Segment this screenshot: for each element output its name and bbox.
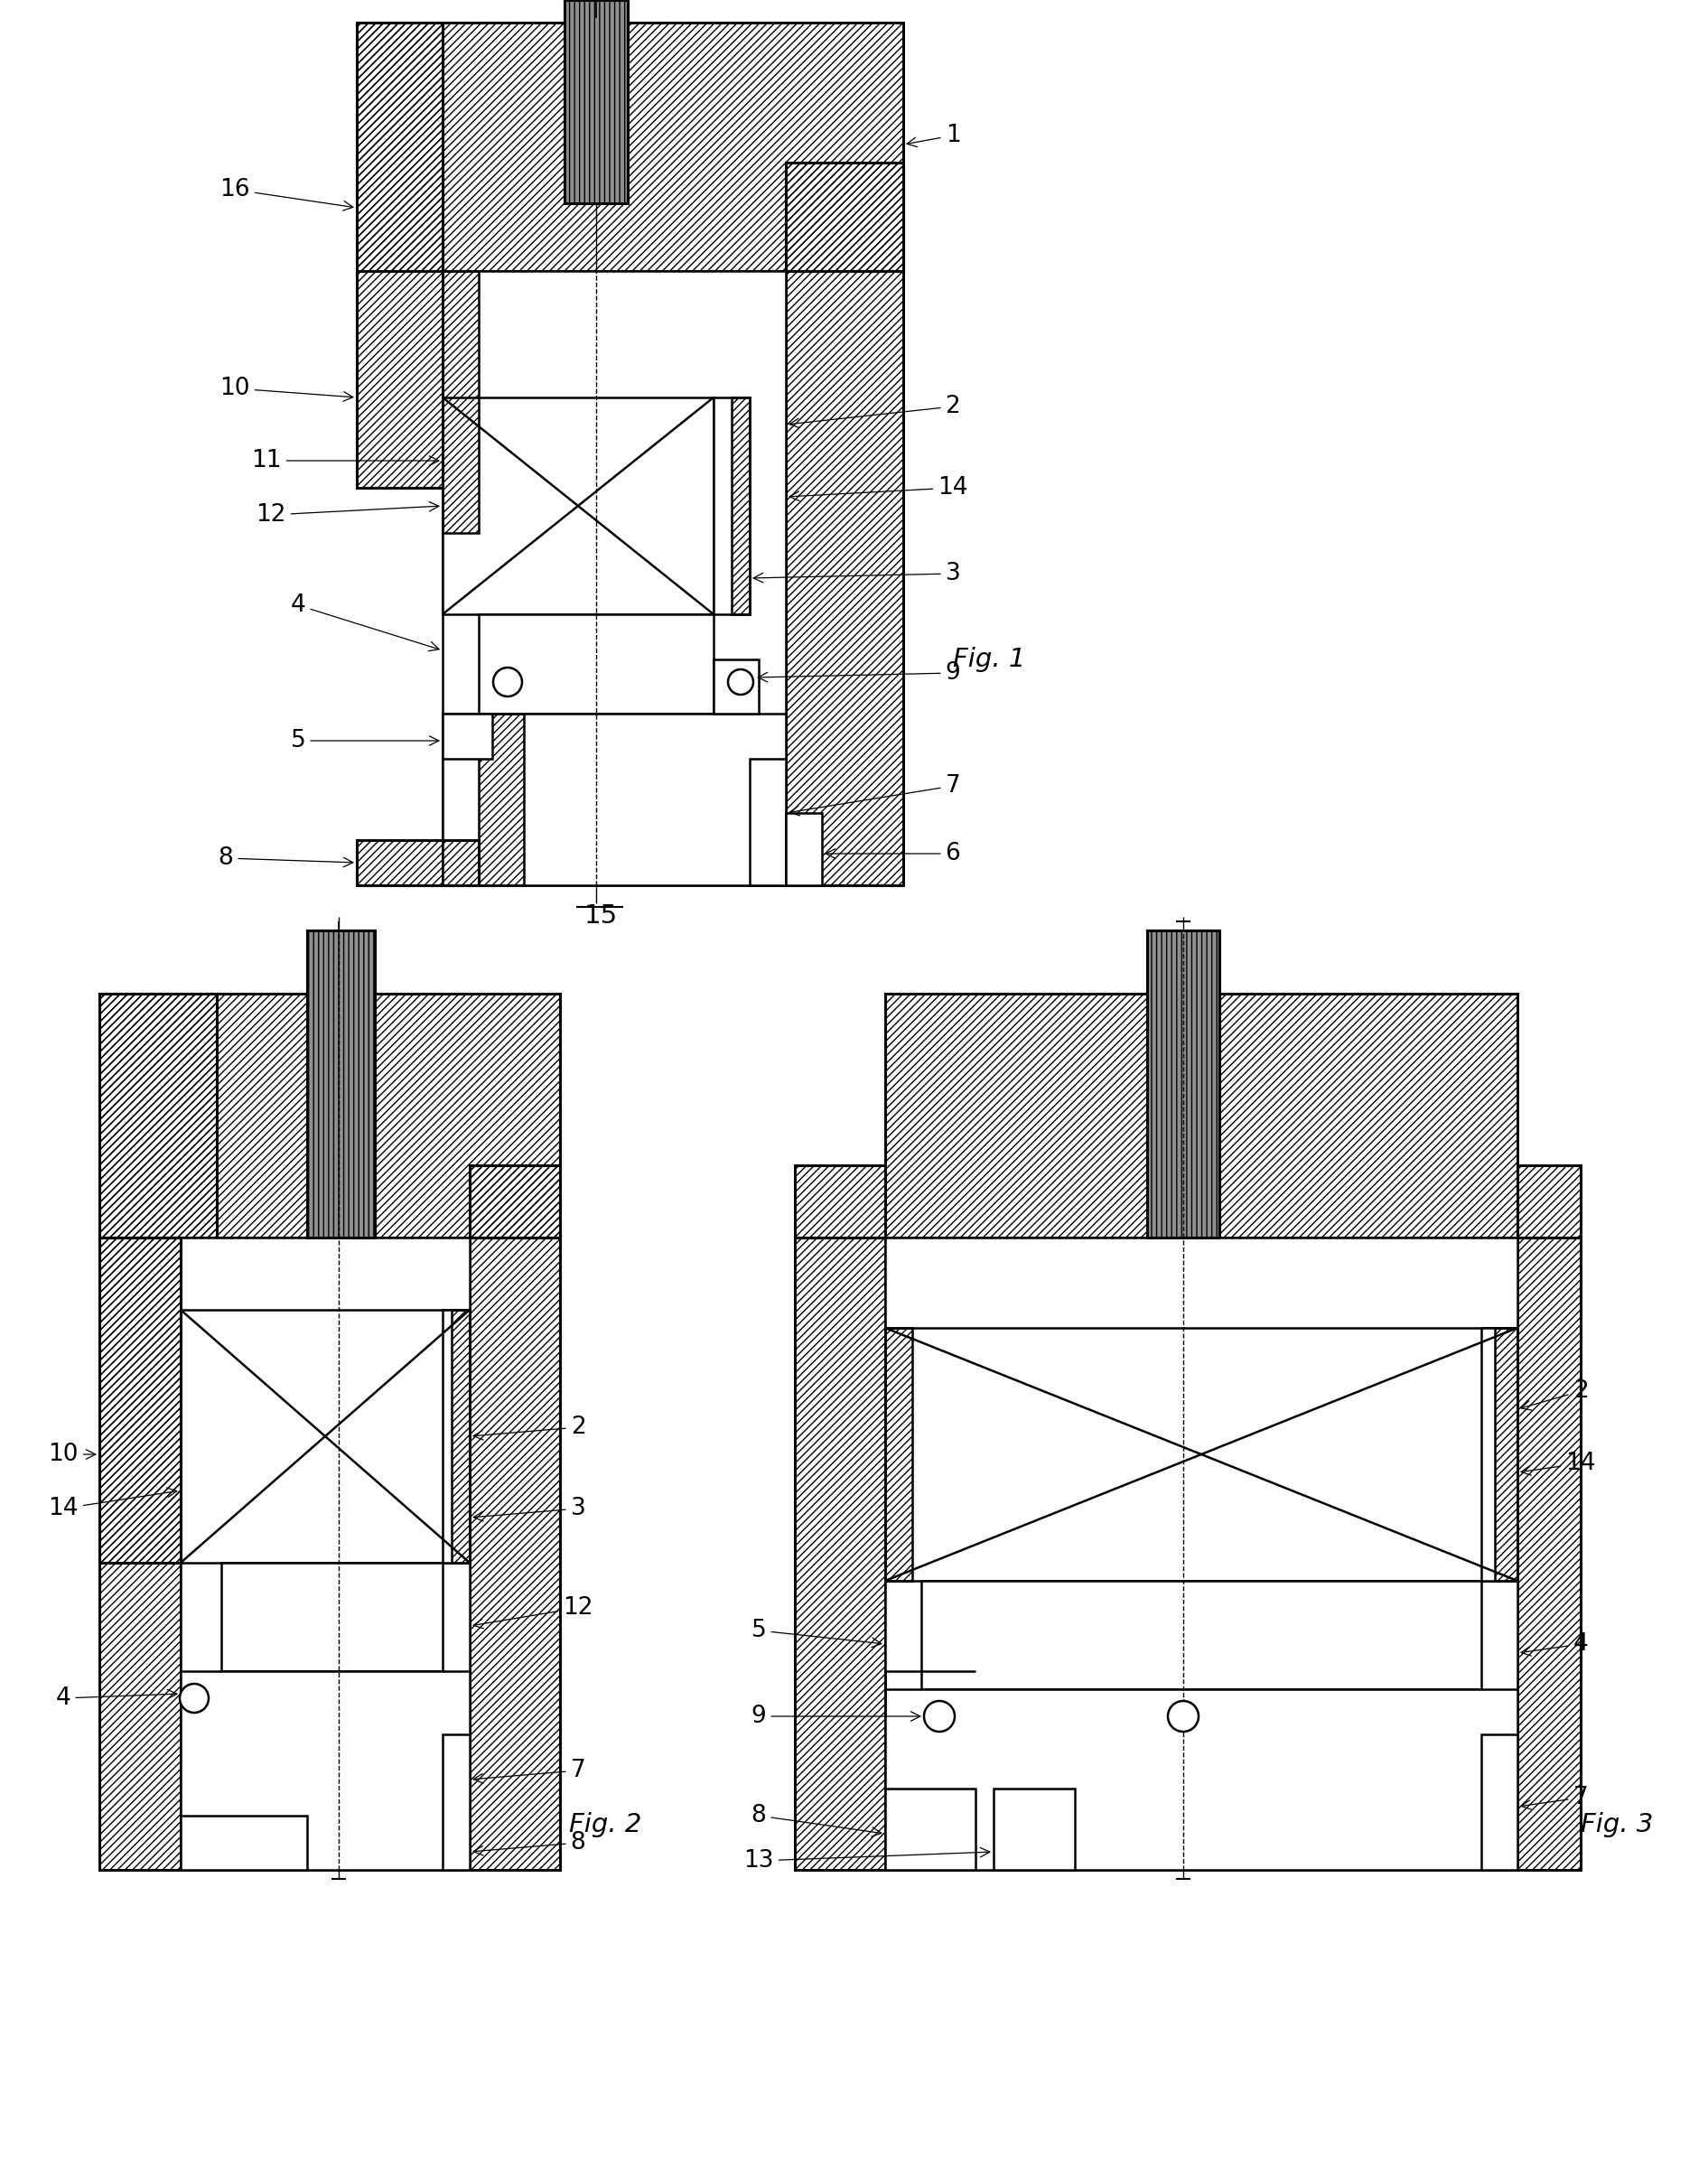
- Text: 8: 8: [752, 1805, 881, 1837]
- Text: 14: 14: [48, 1487, 178, 1520]
- Text: 12: 12: [473, 1596, 593, 1628]
- Text: 4: 4: [1522, 1633, 1588, 1657]
- Bar: [885, 1328, 912, 1581]
- Bar: [442, 270, 478, 533]
- Bar: [307, 930, 374, 1237]
- Text: 2: 2: [1522, 1380, 1588, 1411]
- Text: 8: 8: [473, 1831, 586, 1855]
- Text: 4: 4: [290, 594, 439, 651]
- Text: 1: 1: [907, 124, 960, 148]
- Bar: [1494, 1328, 1517, 1581]
- Bar: [442, 270, 786, 886]
- Bar: [181, 1672, 470, 1870]
- Bar: [478, 714, 524, 886]
- Text: 4: 4: [56, 1687, 178, 1709]
- Circle shape: [179, 1683, 208, 1713]
- Text: 7: 7: [789, 775, 960, 816]
- Circle shape: [728, 668, 753, 694]
- Bar: [451, 1311, 470, 1563]
- Text: 2: 2: [789, 394, 960, 429]
- Bar: [750, 760, 786, 886]
- Bar: [442, 1311, 470, 1563]
- Text: 11: 11: [251, 448, 439, 472]
- Bar: [565, 0, 629, 202]
- Bar: [794, 1165, 885, 1237]
- Circle shape: [1168, 1700, 1199, 1731]
- Bar: [994, 1789, 1074, 1870]
- Bar: [442, 714, 786, 886]
- Text: 9: 9: [758, 662, 960, 686]
- Text: 14: 14: [1522, 1452, 1595, 1476]
- Bar: [181, 1816, 307, 1870]
- Bar: [99, 1237, 181, 1870]
- Text: 15: 15: [584, 903, 617, 930]
- Bar: [1517, 1165, 1580, 1237]
- Text: 3: 3: [473, 1498, 586, 1522]
- Bar: [885, 1237, 1517, 1870]
- Bar: [307, 930, 374, 1237]
- Bar: [714, 660, 758, 714]
- Bar: [731, 398, 750, 614]
- Text: 5: 5: [290, 729, 439, 753]
- Bar: [1517, 1237, 1580, 1870]
- Bar: [99, 993, 217, 1237]
- Bar: [565, 0, 629, 202]
- Text: 10: 10: [220, 377, 354, 401]
- Bar: [222, 1563, 442, 1672]
- Text: 10: 10: [48, 1443, 96, 1465]
- Text: 9: 9: [752, 1705, 921, 1729]
- Text: 14: 14: [789, 477, 968, 501]
- Bar: [99, 1237, 181, 1563]
- Bar: [442, 1735, 470, 1870]
- Circle shape: [924, 1700, 955, 1731]
- Bar: [786, 270, 904, 886]
- Bar: [1148, 930, 1220, 1237]
- Bar: [921, 1581, 1481, 1689]
- Text: 5: 5: [752, 1620, 881, 1648]
- Text: 16: 16: [220, 179, 354, 211]
- Text: 8: 8: [219, 847, 354, 871]
- Text: 6: 6: [825, 842, 960, 866]
- Bar: [885, 993, 1517, 1237]
- Bar: [99, 993, 560, 1237]
- Bar: [470, 1237, 560, 1870]
- Bar: [442, 398, 714, 614]
- Text: 7: 7: [473, 1759, 586, 1783]
- Text: Fig. 1: Fig. 1: [953, 647, 1025, 673]
- Bar: [470, 1165, 560, 1237]
- Text: 12: 12: [256, 501, 439, 527]
- Text: 13: 13: [743, 1848, 989, 1872]
- Text: 3: 3: [753, 562, 960, 586]
- Text: 2: 2: [473, 1415, 586, 1439]
- Bar: [181, 1237, 470, 1870]
- Bar: [357, 840, 478, 886]
- Bar: [786, 812, 822, 886]
- Circle shape: [494, 668, 523, 697]
- Bar: [885, 1789, 975, 1870]
- Bar: [885, 1328, 1517, 1581]
- Bar: [786, 163, 904, 270]
- Bar: [181, 1311, 470, 1563]
- Bar: [357, 22, 904, 270]
- Bar: [714, 398, 750, 614]
- Bar: [1481, 1735, 1517, 1870]
- Bar: [885, 1689, 1517, 1870]
- Text: Fig. 3: Fig. 3: [1580, 1811, 1653, 1837]
- Bar: [1481, 1328, 1517, 1581]
- Bar: [794, 1237, 885, 1870]
- Bar: [1148, 930, 1220, 1237]
- Bar: [357, 22, 442, 488]
- Bar: [442, 714, 492, 760]
- Bar: [478, 614, 714, 714]
- Text: 7: 7: [1522, 1785, 1588, 1809]
- Text: Fig. 2: Fig. 2: [569, 1811, 642, 1837]
